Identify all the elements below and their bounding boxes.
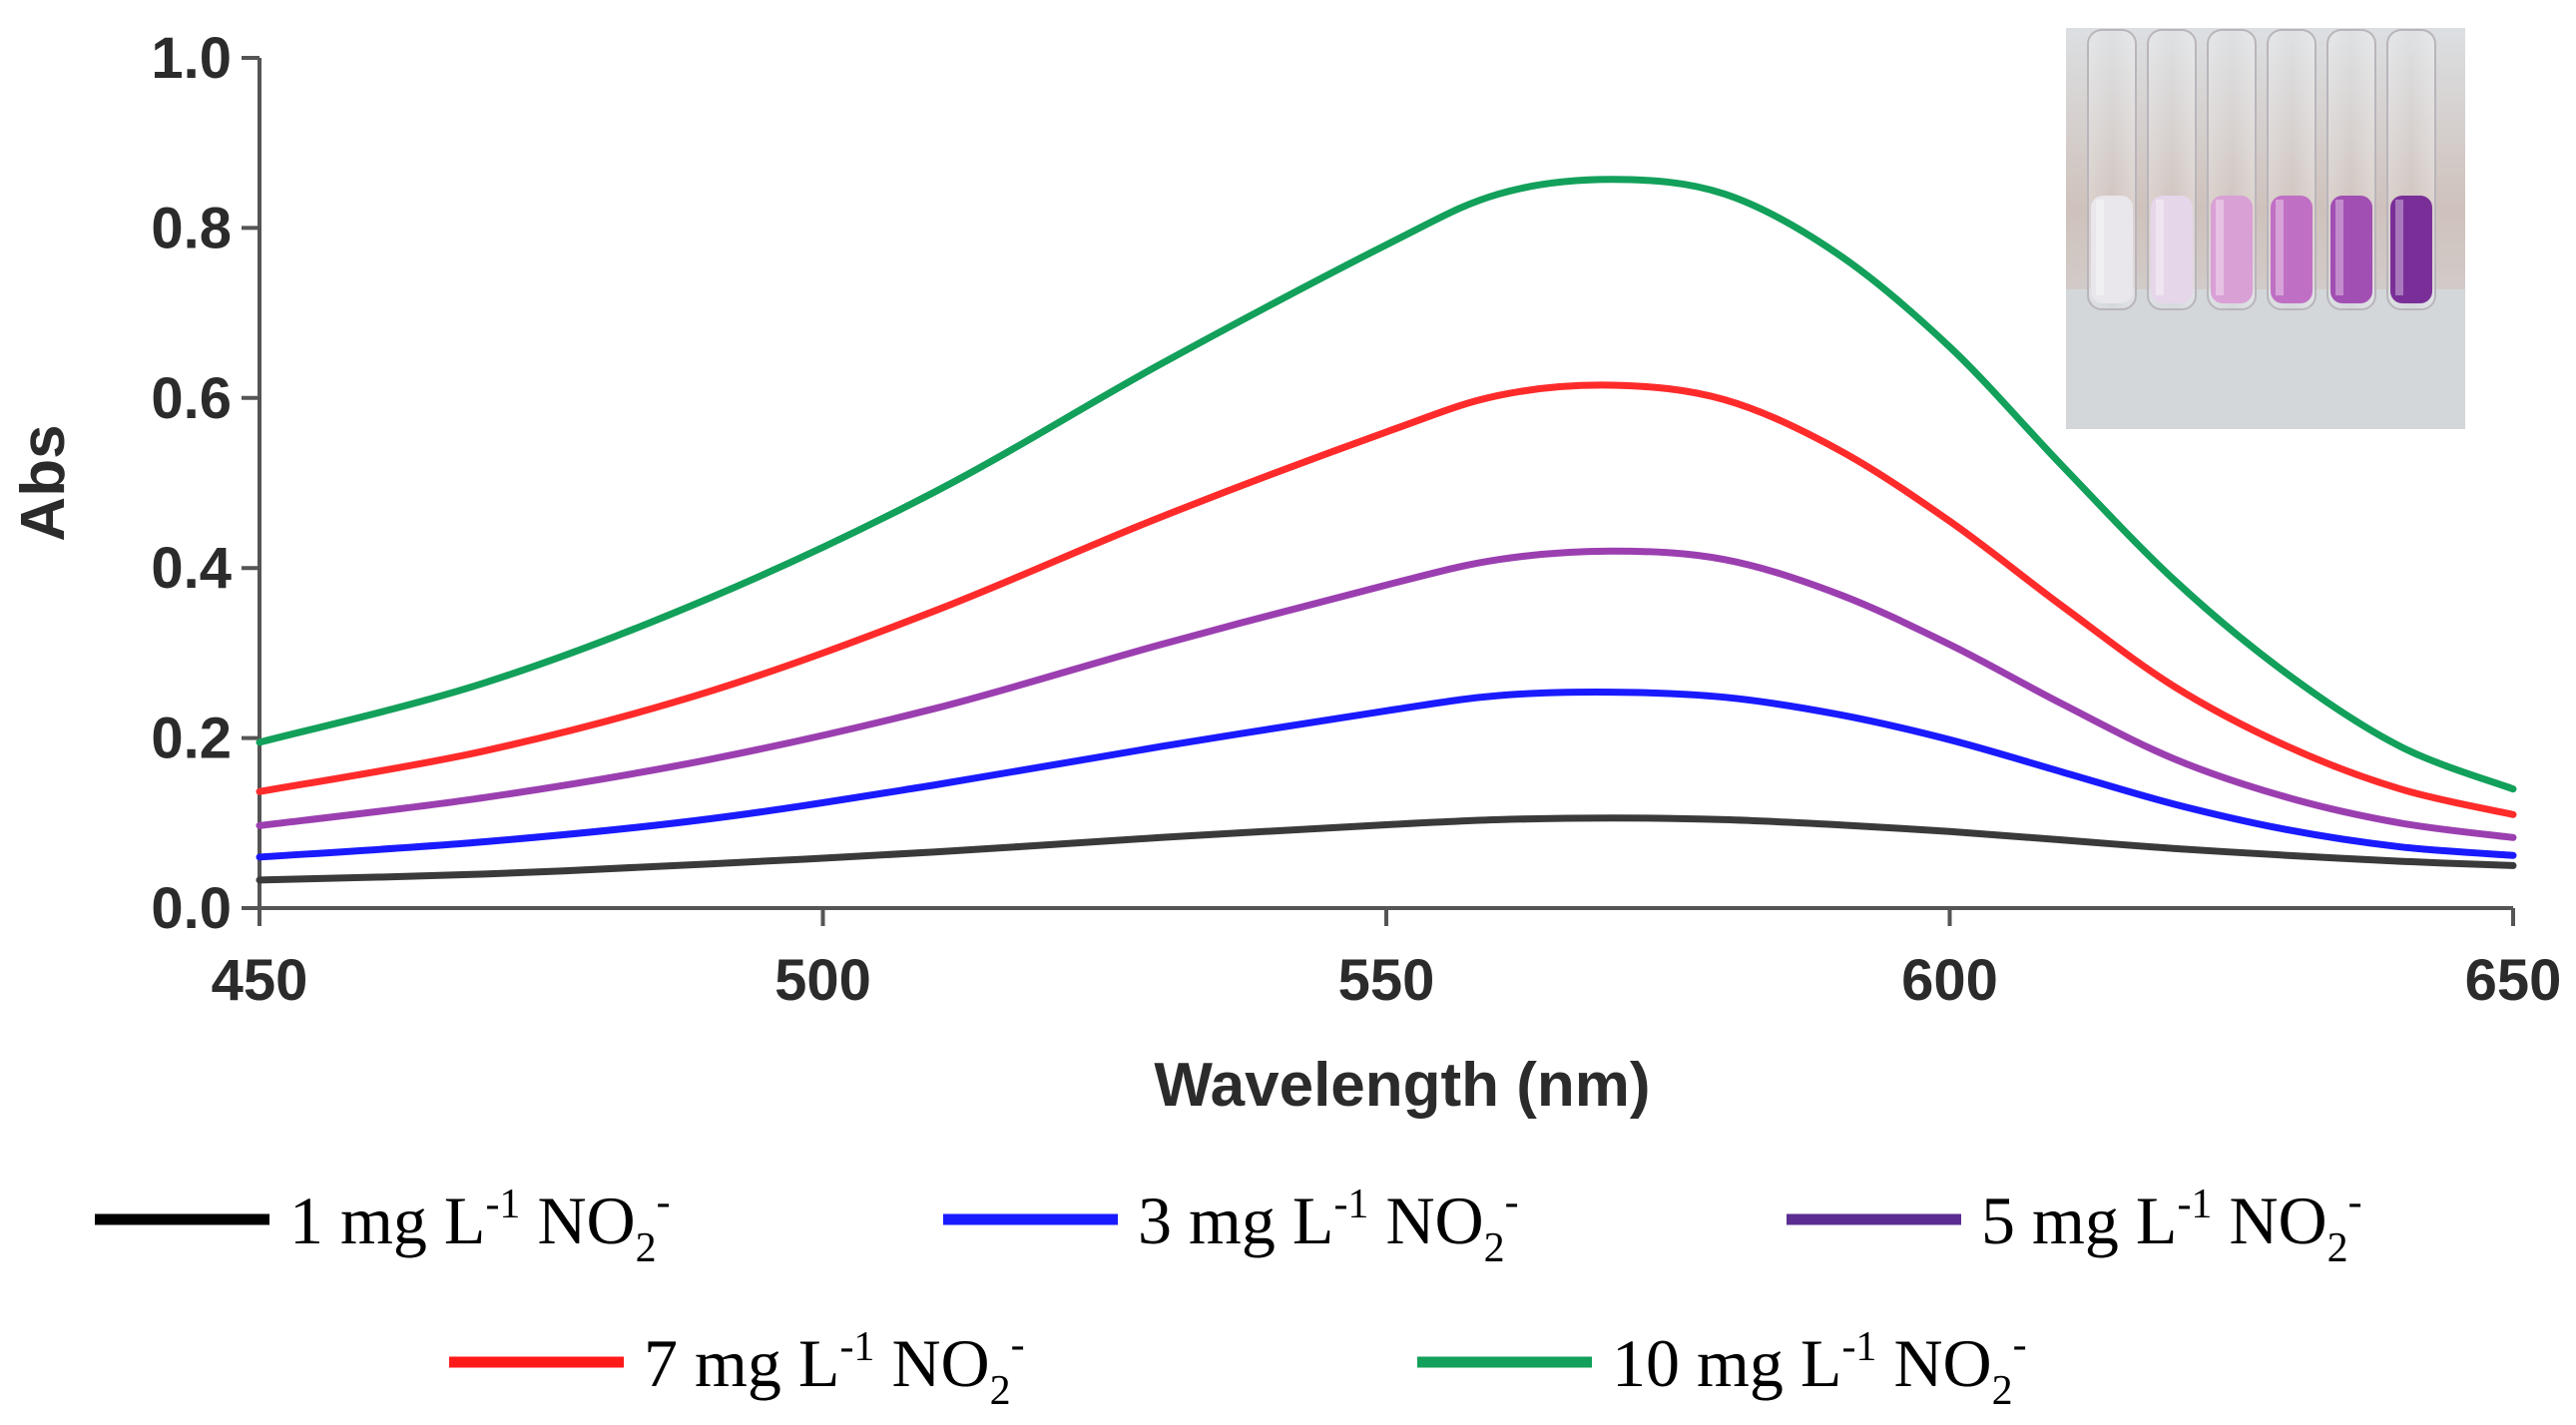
x-tick-label: 500 xyxy=(774,948,871,1013)
test-tube xyxy=(2326,29,2376,310)
x-tick-label: 450 xyxy=(212,948,308,1013)
test-tube xyxy=(2207,29,2257,310)
series-line-1 xyxy=(256,814,2517,884)
legend-item-2: 3 mg L-1 NO2- xyxy=(943,1180,1519,1271)
y-axis-title: Abs xyxy=(9,424,78,541)
test-tube xyxy=(2087,29,2137,310)
x-tick-label: 650 xyxy=(2465,948,2562,1013)
legend-label: 10 mg L-1 NO2- xyxy=(1612,1322,2027,1414)
y-tick-label: 1.0 xyxy=(151,26,232,91)
test-tube xyxy=(2386,29,2436,310)
x-tick-label: 600 xyxy=(1901,948,1998,1013)
series-lines xyxy=(256,176,2517,884)
legend-item-1: 1 mg L-1 NO2- xyxy=(95,1180,671,1271)
legend-label: 1 mg L-1 NO2- xyxy=(289,1180,671,1271)
x-axis-ticks: 450 500 550 600 650 xyxy=(212,908,2562,1013)
y-axis-ticks: 0.0 0.2 0.4 0.6 0.8 1.0 xyxy=(151,26,259,941)
test-tubes xyxy=(2087,29,2436,310)
x-tick-label: 550 xyxy=(1338,948,1435,1013)
y-tick-label: 0.6 xyxy=(151,366,232,431)
legend-label: 5 mg L-1 NO2- xyxy=(1981,1180,2362,1271)
test-tube xyxy=(2267,29,2317,310)
legend-label: 3 mg L-1 NO2- xyxy=(1138,1180,1519,1271)
series-line-2 xyxy=(256,689,2517,861)
y-tick-label: 0.8 xyxy=(151,196,232,260)
legend-label: 7 mg L-1 NO2- xyxy=(644,1322,1025,1414)
axes: 0.0 0.2 0.4 0.6 0.8 1.0 450 500 550 600 650 xyxy=(151,26,2561,1013)
y-tick-label: 0.2 xyxy=(151,707,232,771)
legend: 1 mg L-1 NO2- 3 mg L-1 NO2- 5 mg L-1 NO2- 7… xyxy=(95,1180,2362,1414)
test-tubes-photo-inset xyxy=(2066,28,2465,429)
photo-bench-surface xyxy=(2066,289,2465,429)
test-tube xyxy=(2147,29,2197,310)
series-line-5 xyxy=(256,176,2517,793)
legend-item-3: 5 mg L-1 NO2- xyxy=(1787,1180,2362,1271)
y-tick-label: 0.0 xyxy=(151,876,232,941)
y-tick-label: 0.4 xyxy=(151,536,232,601)
legend-item-4: 7 mg L-1 NO2- xyxy=(449,1322,1025,1414)
x-axis-title: Wavelength (nm) xyxy=(1154,1051,1650,1120)
series-line-3 xyxy=(256,547,2517,841)
legend-item-5: 10 mg L-1 NO2- xyxy=(1417,1322,2027,1414)
series-line-4 xyxy=(256,381,2517,818)
